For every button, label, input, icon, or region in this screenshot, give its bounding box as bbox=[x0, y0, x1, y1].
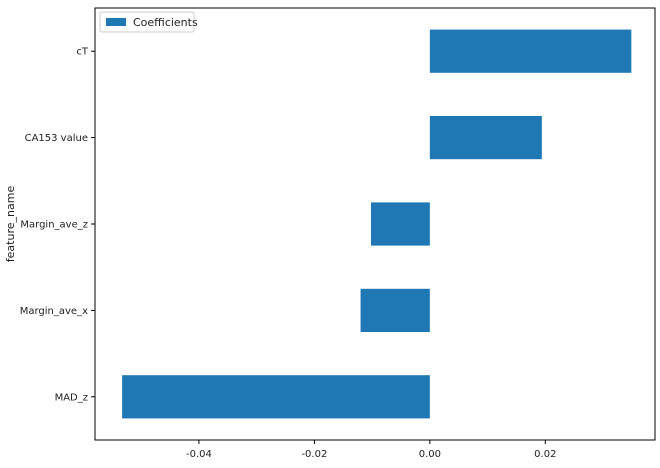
bars-group bbox=[122, 29, 632, 419]
legend-label-coefficients: Coefficients bbox=[133, 16, 198, 29]
y-tick-label: CA153 value bbox=[25, 133, 88, 144]
bar-margin-ave-x bbox=[360, 288, 430, 332]
bar-margin-ave-z bbox=[370, 202, 430, 246]
legend: Coefficients bbox=[99, 11, 198, 33]
x-tick-label: -0.02 bbox=[301, 449, 327, 460]
bar-ca153-value bbox=[429, 116, 542, 160]
y-tick-label: cT bbox=[76, 47, 88, 58]
bar-ct bbox=[429, 29, 632, 73]
y-axis-ticks: MAD_z Margin_ave_x Margin_ave_z CA153 value… bbox=[20, 47, 95, 403]
y-tick-label: Margin_ave_z bbox=[20, 220, 88, 231]
legend-swatch-coefficients bbox=[106, 18, 126, 26]
y-tick-label: Margin_ave_x bbox=[20, 306, 88, 317]
x-tick-label: 0.02 bbox=[534, 449, 556, 460]
x-tick-label: -0.04 bbox=[186, 449, 212, 460]
x-axis-ticks: -0.04 -0.02 0.00 0.02 bbox=[186, 440, 556, 460]
legend-box bbox=[99, 11, 195, 33]
y-tick-label: MAD_z bbox=[55, 392, 88, 403]
y-axis-label: feature_name bbox=[4, 186, 17, 263]
x-tick-label: 0.00 bbox=[419, 449, 441, 460]
bar-mad-z bbox=[122, 375, 430, 419]
